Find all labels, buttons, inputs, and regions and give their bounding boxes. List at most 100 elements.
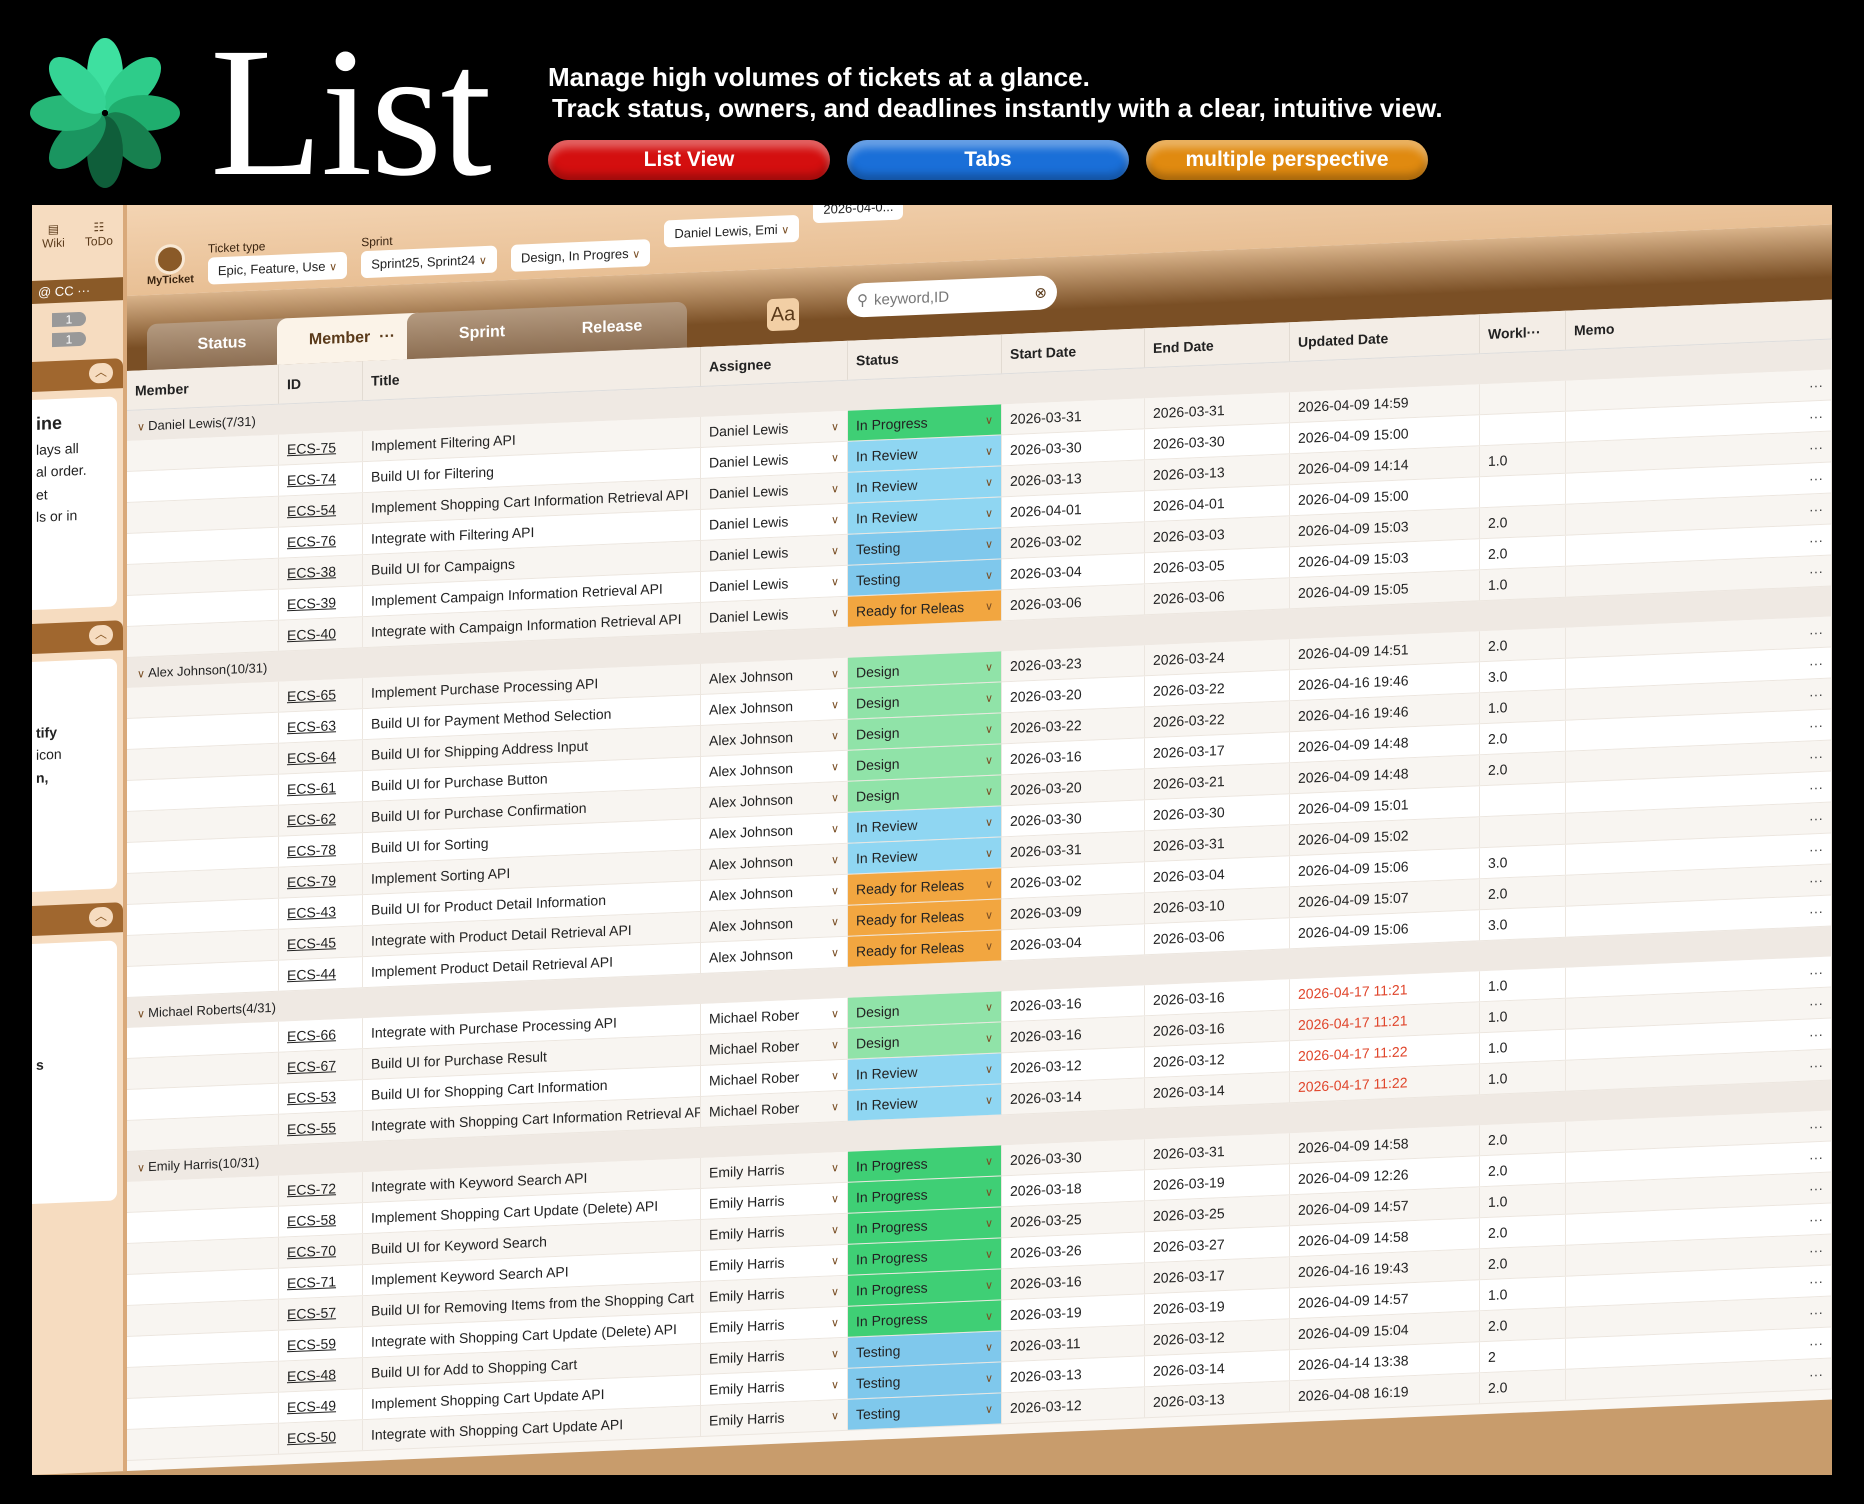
start-date-cell[interactable]: 2026-03-16 <box>1002 1016 1145 1053</box>
assignee-select[interactable]: Alex Johnson ∨ <box>701 781 848 818</box>
assignee-select[interactable]: Alex Johnson ∨ <box>701 657 848 694</box>
col-id[interactable]: ID <box>279 361 363 404</box>
start-date-cell[interactable]: 2026-03-16 <box>1002 985 1145 1022</box>
start-date-cell[interactable]: 2026-03-31 <box>1002 831 1145 868</box>
workload-cell[interactable]: 2.0 <box>1480 1214 1566 1249</box>
workload-cell[interactable]: 2.0 <box>1480 535 1566 570</box>
multiple-perspective-button[interactable]: multiple perspective <box>1146 140 1428 180</box>
assignee-select[interactable]: Alex Johnson ∨ <box>701 874 848 911</box>
collapse-icon[interactable]: ︿ <box>89 906 113 928</box>
workload-cell[interactable] <box>1480 473 1566 508</box>
workload-cell[interactable]: 1.0 <box>1480 1276 1566 1311</box>
workload-cell[interactable]: 1.0 <box>1480 1060 1566 1095</box>
end-date-cell[interactable]: 2026-03-19 <box>1145 1164 1290 1201</box>
assignee-select[interactable]: Daniel Lewis ∨ <box>701 441 848 478</box>
ticket-id-link[interactable]: ECS-49 <box>287 1397 337 1416</box>
chevron-down-icon[interactable]: ∨ <box>137 668 149 681</box>
date-select[interactable]: 2026-04-0... <box>813 205 904 224</box>
col-end-date[interactable]: End Date <box>1145 322 1290 368</box>
workload-cell[interactable]: 2.0 <box>1480 1369 1566 1404</box>
ticket-id-link[interactable]: ECS-44 <box>287 965 337 984</box>
workload-cell[interactable]: 1.0 <box>1480 998 1566 1033</box>
workload-cell[interactable]: 1.0 <box>1480 442 1566 477</box>
assignee-select[interactable]: Alex Johnson ∨ <box>701 905 848 942</box>
ticket-id-link[interactable]: ECS-64 <box>287 748 337 767</box>
assignee-select[interactable]: Emily Harris ∨ <box>701 1368 848 1405</box>
end-date-cell[interactable]: 2026-03-31 <box>1145 825 1290 862</box>
tab-sprint[interactable]: Sprint <box>407 306 557 360</box>
end-date-cell[interactable]: 2026-03-14 <box>1145 1350 1290 1387</box>
start-date-cell[interactable]: 2026-03-19 <box>1002 1294 1145 1331</box>
ticket-id-link[interactable]: ECS-72 <box>287 1180 337 1199</box>
end-date-cell[interactable]: 2026-03-22 <box>1145 670 1290 707</box>
todo-shortcut[interactable]: ☷ ToDo <box>85 220 113 273</box>
start-date-cell[interactable]: 2026-03-13 <box>1002 460 1145 497</box>
start-date-cell[interactable]: 2026-04-01 <box>1002 491 1145 528</box>
ticket-id-link[interactable]: ECS-71 <box>287 1273 337 1292</box>
tab-release[interactable]: Release <box>537 301 687 354</box>
ticket-id-link[interactable]: ECS-58 <box>287 1211 337 1230</box>
end-date-cell[interactable]: 2026-03-16 <box>1145 979 1290 1016</box>
list-view-button[interactable]: List View <box>548 140 830 180</box>
assignee-select[interactable]: Alex Johnson ∨ <box>701 936 848 973</box>
ticket-id-link[interactable]: ECS-66 <box>287 1026 337 1045</box>
chevron-down-icon[interactable]: ∨ <box>137 421 149 434</box>
workload-cell[interactable]: 1.0 <box>1480 1183 1566 1218</box>
collapse-icon[interactable]: ︿ <box>89 362 113 384</box>
chevron-down-icon[interactable]: ∨ <box>137 1162 149 1175</box>
ticket-id-link[interactable]: ECS-74 <box>287 470 337 489</box>
end-date-cell[interactable]: 2026-03-13 <box>1145 454 1290 491</box>
start-date-cell[interactable]: 2026-03-22 <box>1002 707 1145 744</box>
ticket-id-link[interactable]: ECS-50 <box>287 1428 337 1447</box>
start-date-cell[interactable]: 2026-03-11 <box>1002 1325 1145 1362</box>
workload-cell[interactable]: 2.0 <box>1480 751 1566 786</box>
start-date-cell[interactable]: 2026-03-16 <box>1002 1263 1145 1300</box>
end-date-cell[interactable]: 2026-03-03 <box>1145 516 1290 553</box>
start-date-cell[interactable]: 2026-03-18 <box>1002 1170 1145 1207</box>
assignee-select[interactable]: Daniel Lewis ∨ <box>701 472 848 509</box>
start-date-cell[interactable]: 2026-03-14 <box>1002 1078 1145 1115</box>
end-date-cell[interactable]: 2026-03-13 <box>1145 1381 1290 1418</box>
assignee-select[interactable]: Daniel Lewis ∨ <box>701 565 848 602</box>
end-date-cell[interactable]: 2026-03-24 <box>1145 639 1290 676</box>
start-date-cell[interactable]: 2026-03-02 <box>1002 522 1145 559</box>
start-date-cell[interactable]: 2026-03-30 <box>1002 429 1145 466</box>
wiki-shortcut[interactable]: ▤ Wiki <box>42 222 65 275</box>
end-date-cell[interactable]: 2026-03-14 <box>1145 1072 1290 1109</box>
ticket-id-link[interactable]: ECS-54 <box>287 501 337 520</box>
ticket-id-link[interactable]: ECS-79 <box>287 872 337 891</box>
ticket-id-link[interactable]: ECS-53 <box>287 1088 337 1107</box>
clear-icon[interactable]: ⊗ <box>1034 284 1047 302</box>
col-start-date[interactable]: Start Date <box>1002 328 1145 374</box>
workload-cell[interactable] <box>1480 782 1566 817</box>
collapse-icon[interactable]: ︿ <box>89 624 113 646</box>
assignee-select[interactable]: Emily Harris ∨ <box>701 1399 848 1436</box>
assignee-select[interactable]: Emily Harris ∨ <box>701 1306 848 1343</box>
start-date-cell[interactable]: 2026-03-23 <box>1002 645 1145 682</box>
end-date-cell[interactable]: 2026-03-27 <box>1145 1226 1290 1263</box>
start-date-cell[interactable]: 2026-03-31 <box>1002 398 1145 435</box>
tabs-button[interactable]: Tabs <box>847 140 1129 180</box>
workload-cell[interactable]: 2.0 <box>1480 1307 1566 1342</box>
workload-cell[interactable]: 2.0 <box>1480 627 1566 662</box>
ticket-id-link[interactable]: ECS-61 <box>287 779 337 798</box>
start-date-cell[interactable]: 2026-03-12 <box>1002 1387 1145 1424</box>
ticket-id-link[interactable]: ECS-75 <box>287 439 337 458</box>
assignee-select[interactable]: Alex Johnson ∨ <box>701 688 848 725</box>
ticket-id-link[interactable]: ECS-39 <box>287 594 337 613</box>
start-date-cell[interactable]: 2026-03-20 <box>1002 769 1145 806</box>
assignee-select[interactable]: Michael Rober ∨ <box>701 1059 848 1096</box>
assignee-select[interactable]: Daniel Lewis ∨ <box>701 534 848 571</box>
status-select[interactable]: Testing ∨ <box>848 1393 1002 1430</box>
myticket-button[interactable]: MyTicket <box>147 243 194 287</box>
workload-cell[interactable]: 1.0 <box>1480 1029 1566 1064</box>
col-updated-date[interactable]: Updated Date <box>1290 314 1480 362</box>
assignee-select[interactable]: Alex Johnson ∨ <box>701 750 848 787</box>
ticket-type-select[interactable]: Epic, Feature, Use ∨ <box>207 251 348 285</box>
assignee-select[interactable]: Michael Rober ∨ <box>701 1028 848 1065</box>
end-date-cell[interactable]: 2026-04-01 <box>1145 485 1290 522</box>
sprint-select[interactable]: Sprint25, Sprint24 ∨ <box>361 245 497 279</box>
assignee-select[interactable]: Emily Harris ∨ <box>701 1275 848 1312</box>
end-date-cell[interactable]: 2026-03-31 <box>1145 1133 1290 1170</box>
workload-cell[interactable]: 1.0 <box>1480 689 1566 724</box>
